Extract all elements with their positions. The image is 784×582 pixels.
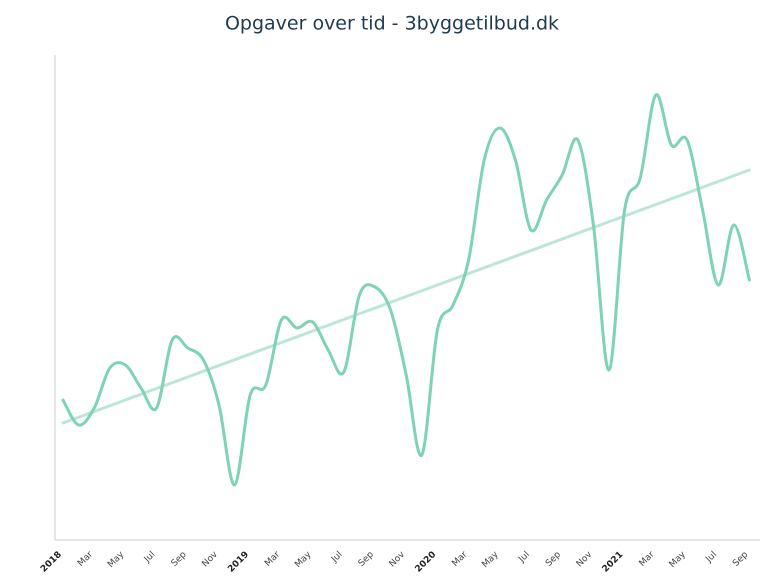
x-tick-label: 2019 xyxy=(226,550,251,575)
x-tick-label: 2020 xyxy=(413,550,438,575)
x-tick-label: Sep xyxy=(170,550,189,569)
x-tick-label: Sep xyxy=(357,550,376,569)
trend-line xyxy=(61,168,751,425)
x-tick-label: Sep xyxy=(731,550,750,569)
x-tick-label: May xyxy=(106,549,127,570)
x-tick-label: Jul xyxy=(329,550,344,565)
x-tick-label: Sep xyxy=(544,550,563,569)
x-tick-label: Jul xyxy=(142,550,157,565)
x-tick-label: 2018 xyxy=(39,550,64,575)
x-tick-label: May xyxy=(480,549,501,570)
x-tick-label: Mar xyxy=(638,550,657,569)
x-tick-label: May xyxy=(668,549,689,570)
x-tick-label: Mar xyxy=(263,550,282,569)
x-tick-label: May xyxy=(293,549,314,570)
x-tick-label: Nov xyxy=(388,549,408,569)
x-tick-label: Jul xyxy=(516,550,531,565)
x-tick-label: Nov xyxy=(575,549,595,569)
chart-title: Opgaver over tid - 3byggetilbud.dk xyxy=(225,13,559,35)
x-tick-label: Nov xyxy=(200,549,220,569)
x-tick-label: Mar xyxy=(450,550,469,569)
x-tick-label: Jul xyxy=(704,550,719,565)
x-tick-label: 2021 xyxy=(601,550,626,575)
data-line xyxy=(61,93,751,487)
x-tick-label: Mar xyxy=(76,550,95,569)
